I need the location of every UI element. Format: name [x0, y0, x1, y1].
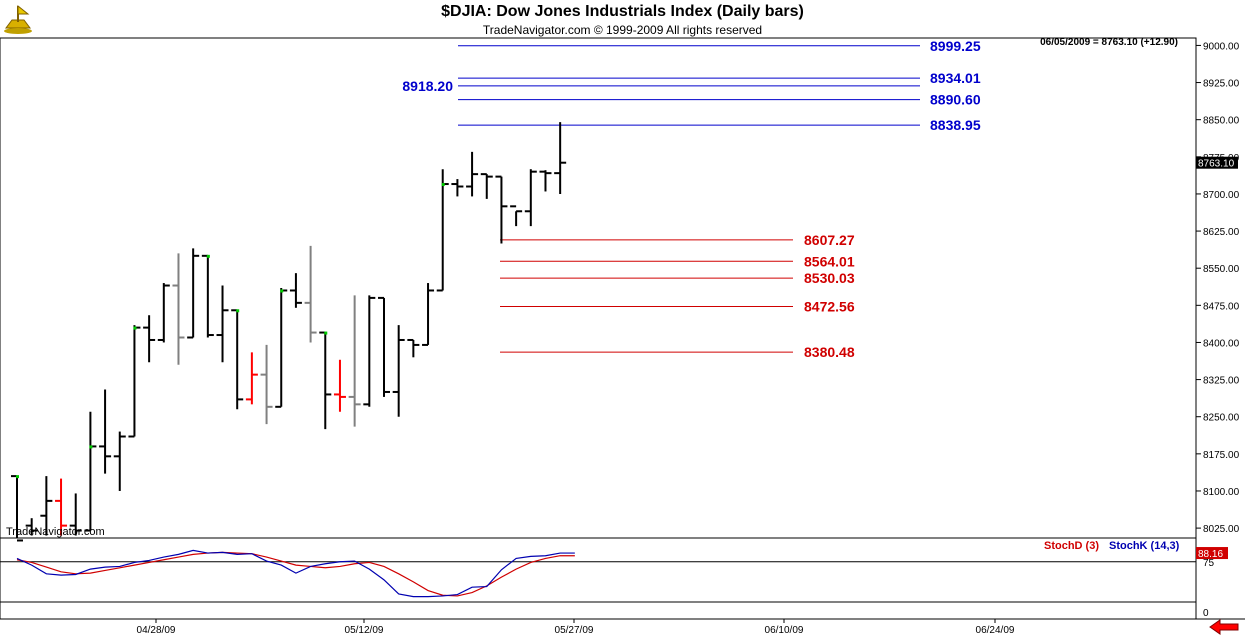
ohlc-bar — [187, 248, 200, 339]
ohlc-bar — [128, 325, 141, 438]
ohlc-bar — [363, 295, 376, 407]
level-lines: 8999.25 8934.01 8918.20 8890.60 8838.95 8607.… — [402, 38, 980, 360]
ohlc-bar — [113, 431, 126, 491]
ohlc-bar — [11, 475, 23, 542]
price-y-axis: 8025.00 8100.00 8175.00 8250.00 8325.00 8400.… — [1196, 41, 1240, 535]
pivot-dot — [441, 183, 445, 187]
ohlc-bar — [392, 325, 405, 417]
support-label: 8607.27 — [804, 232, 855, 248]
stoch-tick-label: 0 — [1203, 608, 1209, 619]
ohlc-bar — [422, 283, 435, 346]
stoch-d-line — [16, 551, 575, 597]
stoch-k-line — [16, 549, 575, 598]
ohlc-bar — [231, 309, 244, 410]
y-tick-label: 8175.00 — [1203, 450, 1240, 461]
ohlc-bar — [495, 175, 508, 244]
support-label: 8380.48 — [804, 344, 855, 360]
support-label: 8530.03 — [804, 270, 855, 286]
x-tick-label: 05/27/09 — [555, 625, 594, 636]
ohlc-bar — [84, 411, 97, 532]
date-x-axis: 04/28/09 05/12/09 05/27/09 06/10/09 06/24/09 — [137, 619, 1015, 636]
support-label: 8564.01 — [804, 253, 855, 269]
y-tick-label: 8475.00 — [1203, 301, 1240, 312]
stoch-tick-label: 75 — [1203, 558, 1215, 569]
chart-title: $DJIA: Dow Jones Industrials Index (Dail… — [441, 3, 804, 20]
ohlc-bar — [40, 476, 53, 536]
resistance-label: 8890.60 — [930, 92, 981, 108]
y-tick-label: 8625.00 — [1203, 227, 1240, 238]
ohlc-bar — [451, 179, 464, 197]
ohlc-bar — [216, 285, 229, 363]
resistance-label: 8999.25 — [930, 38, 981, 54]
pivot-dot — [16, 475, 19, 479]
pivot-dot — [89, 445, 93, 449]
ohlc-bar — [524, 169, 537, 227]
pivot-dot — [324, 331, 328, 335]
ohlc-bar — [378, 296, 390, 397]
pivot-dot — [206, 254, 210, 258]
ohlc-bar — [275, 288, 288, 408]
x-tick-label: 06/10/09 — [765, 625, 804, 636]
ohlc-bar — [436, 169, 449, 292]
resistance-label: 8838.95 — [930, 117, 981, 133]
pivot-dot — [236, 309, 240, 313]
ohlc-bar — [69, 493, 82, 536]
y-tick-label: 8550.00 — [1203, 264, 1240, 275]
ohlc-bar — [480, 173, 493, 199]
last-price-label: 8763.10 — [1198, 159, 1235, 170]
y-tick-label: 8025.00 — [1203, 524, 1240, 535]
pivot-dot — [133, 326, 137, 330]
stoch-panel-frame — [0, 537, 1197, 620]
y-tick-label: 8100.00 — [1203, 487, 1240, 498]
y-tick-label: 8925.00 — [1203, 79, 1240, 90]
last-price-box — [1196, 156, 1238, 169]
watermark-text: TradeNavigator.com — [6, 526, 105, 538]
ohlc-bar — [319, 331, 332, 430]
ohlc-bar — [157, 283, 170, 343]
ohlc-bar — [172, 253, 185, 365]
resistance-label: 8934.01 — [930, 70, 981, 86]
support-label: 8472.56 — [804, 299, 855, 315]
tradenavigator-logo-icon[interactable] — [2, 2, 36, 36]
x-tick-label: 04/28/09 — [137, 625, 176, 636]
ohlc-bar — [554, 122, 567, 194]
x-tick-label: 05/12/09 — [345, 625, 384, 636]
y-tick-label: 8250.00 — [1203, 413, 1240, 424]
ohlc-bars — [11, 122, 567, 542]
y-tick-label: 8400.00 — [1203, 338, 1240, 349]
ohlc-bar — [466, 151, 479, 197]
ohlc-bar — [260, 344, 273, 425]
ohlc-bar — [407, 338, 420, 358]
ohlc-bar — [348, 295, 361, 427]
pivot-dot — [280, 289, 284, 293]
last-price-info: 06/05/2009 = 8763.10 (+12.90) — [1040, 37, 1178, 48]
ohlc-bar — [99, 389, 112, 474]
legend-stoch-d: StochD (3) — [1044, 540, 1099, 552]
scroll-arrow-icon[interactable] — [1209, 619, 1239, 635]
ohlc-bar — [333, 359, 346, 412]
ohlc-bar — [55, 478, 68, 536]
resistance-label: 8918.20 — [402, 78, 453, 94]
ohlc-bar — [510, 205, 523, 227]
ohlc-bar — [289, 273, 302, 308]
ohlc-bar — [304, 245, 317, 343]
y-tick-label: 9000.00 — [1203, 41, 1240, 52]
stoch-last-box — [1196, 547, 1228, 560]
ohlc-bar — [25, 518, 38, 536]
ohlc-bar — [143, 315, 156, 363]
x-tick-label: 06/24/09 — [976, 625, 1015, 636]
legend-stoch-k: StochK (14,3) — [1109, 540, 1180, 552]
chart-subtitle: TradeNavigator.com © 1999-2009 All right… — [482, 23, 763, 37]
y-tick-label: 8700.00 — [1203, 190, 1240, 201]
stoch-last-label: 88.16 — [1198, 549, 1223, 560]
ohlc-bar — [539, 170, 552, 192]
ohlc-bar — [245, 352, 258, 405]
y-tick-label: 8325.00 — [1203, 376, 1240, 387]
ohlc-bar — [201, 254, 214, 338]
y-tick-label: 8850.00 — [1203, 116, 1240, 127]
